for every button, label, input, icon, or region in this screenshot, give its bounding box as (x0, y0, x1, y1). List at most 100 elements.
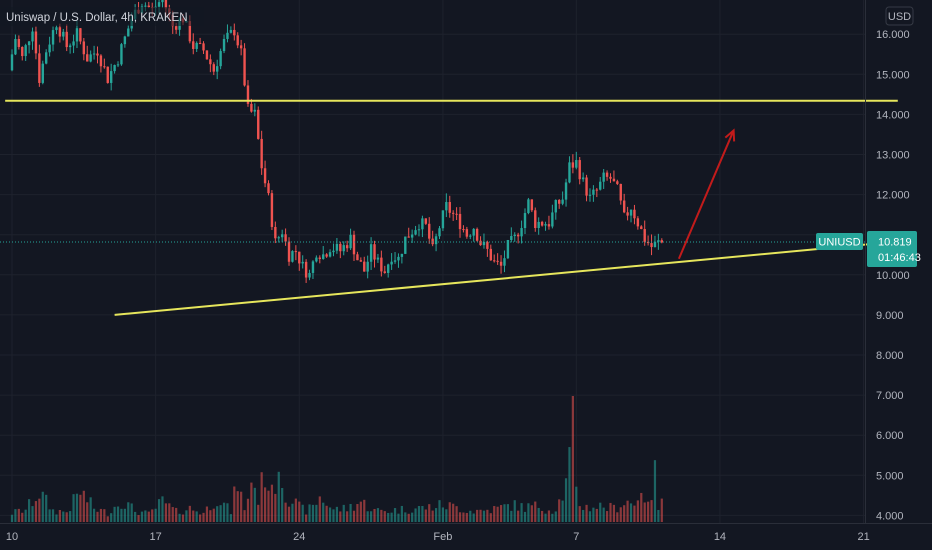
volume-bar (58, 509, 61, 522)
candle-body (544, 224, 547, 226)
candle-body (445, 202, 448, 211)
volume-bar (653, 460, 657, 522)
volume-bar (301, 504, 304, 522)
candle-body (455, 213, 458, 215)
candle-body (250, 103, 253, 112)
candle-body (335, 243, 339, 251)
volume-bar (270, 484, 274, 522)
candle-body (280, 234, 284, 238)
volume-bar (291, 503, 294, 522)
volume-bar (250, 482, 253, 522)
candle-body (407, 236, 410, 238)
candle-body (164, 0, 168, 9)
volume-bar (96, 511, 99, 522)
projection-arrow[interactable] (677, 130, 735, 260)
volume-bar (75, 493, 79, 522)
volume-bar (417, 506, 421, 522)
volume-bar (17, 508, 20, 522)
grid (0, 0, 865, 523)
candle-body (109, 71, 113, 83)
price-tick-label: 10.000 (876, 270, 910, 282)
candle-body (349, 234, 352, 249)
volume-bar (370, 511, 373, 522)
candle-body (499, 261, 503, 266)
volume-bar (134, 511, 137, 522)
candle-body (195, 42, 198, 49)
volume-bar (578, 506, 581, 522)
candle-body (540, 221, 544, 226)
rising-support-trendline[interactable] (114, 240, 898, 316)
candle-body (236, 35, 239, 46)
volume-bar (34, 501, 38, 522)
candle-body (267, 183, 270, 194)
volume-bar (568, 447, 571, 522)
candle-body (400, 253, 404, 257)
candle-body (520, 228, 523, 237)
candle-body (246, 85, 250, 104)
volume-bar (322, 502, 325, 522)
volume-bar (311, 504, 315, 522)
candle-body (537, 221, 540, 229)
volume-bar (404, 512, 407, 522)
volume-bar (541, 510, 544, 522)
candle-body (212, 64, 215, 72)
volume-bar (51, 509, 55, 522)
candle-body (475, 228, 479, 241)
candle-body (123, 36, 127, 45)
volume-bar (202, 512, 205, 522)
volume-bar (277, 471, 280, 522)
volume-bar (476, 509, 479, 522)
volume-bar (339, 511, 342, 522)
volume-bar (523, 511, 527, 522)
volume-bar (328, 507, 332, 522)
candle-body (581, 177, 585, 180)
trend-lines[interactable] (5, 99, 898, 316)
candle-body (192, 41, 195, 49)
currency-button[interactable]: USD (885, 6, 914, 26)
candle-body (48, 44, 51, 53)
volume-bar (45, 494, 48, 522)
price-tick-label: 15.000 (876, 69, 910, 81)
candle-body (366, 261, 369, 272)
chart-legend: Uniswap / U.S. Dollar, 4h, KRAKEN (0, 7, 204, 26)
volume-bar (243, 510, 246, 522)
volume-bar (229, 514, 232, 522)
volume-bar (82, 490, 85, 522)
price-tick-label: 13.000 (876, 150, 910, 162)
volume-bar (257, 504, 260, 522)
candle-body (308, 272, 311, 278)
candle-body (404, 236, 407, 254)
symbol-badge[interactable]: UNIUSD (816, 233, 863, 250)
volume-bar (643, 502, 646, 522)
volume-bar (605, 511, 609, 522)
volume-bar (383, 511, 386, 522)
volume-bar (602, 507, 605, 522)
volume-bar (110, 513, 113, 522)
last-price-value: 10.819 (878, 237, 912, 249)
volume-bar (28, 499, 31, 522)
last-price-badge[interactable]: 10.819 01:46:43 (867, 231, 921, 267)
candle-body (17, 39, 21, 47)
volume-bar (284, 502, 287, 522)
candle-body (96, 53, 99, 56)
candle-body (120, 44, 123, 65)
candle-body (561, 199, 564, 204)
candle-body (311, 261, 315, 273)
candle-body (239, 45, 243, 49)
volume-bar (499, 505, 503, 522)
time-tick-label: 10 (6, 531, 18, 543)
candle-body (616, 181, 619, 184)
candle-body (58, 27, 62, 37)
volume-bar (455, 506, 458, 522)
volume-bar (647, 501, 650, 522)
candle-body (534, 210, 537, 229)
volume-bar (349, 503, 352, 522)
candle-body (284, 234, 287, 242)
volume-bar (209, 510, 212, 522)
candle-body (472, 228, 475, 236)
candle-body (202, 43, 205, 51)
time-axis[interactable]: 10 17 24 Feb 7 14 21 (6, 531, 870, 543)
candle-body (653, 241, 657, 248)
price-axis[interactable]: 16.00015.00014.00013.00012.00011.00010.0… (876, 29, 910, 522)
